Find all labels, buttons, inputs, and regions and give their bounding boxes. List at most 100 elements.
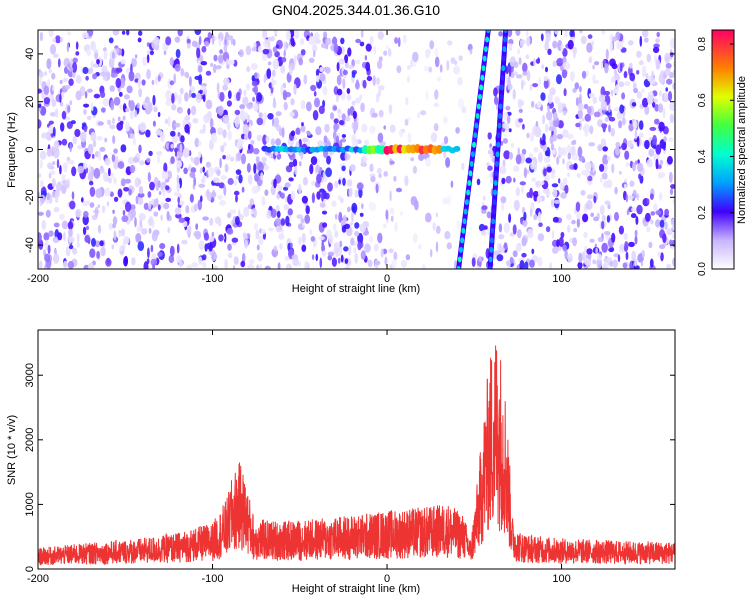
spectrogram-cell: [503, 150, 511, 160]
spectrogram-cell: [524, 261, 529, 269]
spectrogram-cell: [359, 223, 366, 233]
spectrogram-cell: [230, 156, 235, 162]
spectrogram-cell: [284, 182, 291, 188]
spectrogram-cell: [653, 203, 658, 212]
spectrogram-cell: [655, 210, 662, 216]
spectrogram-cell: [183, 167, 188, 175]
spectrogram-cell: [65, 246, 71, 257]
spectrogram-cell: [497, 243, 500, 251]
spectrogram-cell: [254, 72, 258, 78]
spectrogram-cell: [261, 196, 266, 206]
spectrogram-cell: [134, 54, 138, 59]
spectrogram-cell: [226, 228, 234, 235]
spectrogram-cell: [247, 174, 253, 185]
spectrogram-cell: [150, 244, 154, 253]
spectrogram-cell: [619, 244, 625, 251]
spectrogram-cell: [157, 155, 160, 164]
spectrogram-cell: [267, 113, 274, 120]
spectrogram-cell: [227, 243, 232, 251]
spectrogram-cell: [145, 129, 151, 138]
spectrogram-cell: [218, 38, 222, 47]
spectrogram-cell: [560, 192, 567, 199]
spectrogram-cell: [179, 200, 185, 206]
spectrogram-cell: [277, 184, 283, 192]
spectrogram-cell: [194, 30, 202, 36]
spectrogram-cell: [355, 79, 359, 89]
spectrogram-cell: [218, 182, 225, 189]
spectrogram-cell: [153, 176, 159, 188]
spectrogram-cell: [328, 234, 334, 245]
spectrogram-cell: [501, 202, 504, 212]
spectrogram-cell: [552, 188, 558, 198]
spectrogram-cell: [338, 119, 345, 126]
spectrogram-cell: [160, 201, 164, 209]
spectrogram-cell: [188, 76, 192, 87]
spectrogram-cell: [235, 169, 242, 175]
spectrogram-cell: [322, 222, 328, 228]
spectrogram-cell: [69, 100, 73, 106]
spectrogram-cell: [310, 156, 318, 166]
spectrogram-cell: [174, 207, 182, 215]
spectrogram-cell: [585, 200, 593, 210]
spectrogram-cell: [148, 227, 152, 234]
spectrogram-cell: [615, 146, 620, 156]
spectrogram-cell: [49, 44, 57, 55]
spectrogram-cell: [360, 102, 365, 113]
spectrogram-cell: [458, 55, 463, 61]
diagonal-line-cell: [502, 46, 507, 53]
spectrogram-cell: [372, 75, 376, 87]
diagonal-line-cell: [462, 218, 467, 225]
spectrogram-cell: [191, 40, 198, 47]
spectrogram-cell: [624, 81, 631, 87]
spectrogram-x-ticks: -200 -100 0 100: [27, 30, 571, 285]
spectrogram-cell: [522, 206, 525, 214]
spectrogram-cell: [540, 139, 546, 146]
diagonal-line-cell: [482, 55, 487, 62]
spectrogram-cell: [489, 149, 494, 159]
spectrogram-cell: [525, 157, 532, 164]
spectrogram-cell: [584, 161, 592, 171]
spectrogram-cell: [666, 263, 672, 269]
spectrogram-cell: [222, 129, 227, 139]
spectrogram-cell: [338, 58, 345, 65]
spectrogram-cell: [498, 223, 503, 233]
spectrogram-cell: [293, 55, 297, 66]
spectrogram-cell: [608, 124, 611, 133]
spectrogram-cell: [197, 65, 203, 73]
spectrogram-cell: [355, 38, 361, 44]
spectrogram-cell: [55, 35, 61, 40]
spectrogram-cell: [325, 37, 332, 46]
spectrogram-cell: [192, 118, 199, 124]
spectrogram-cell: [531, 100, 535, 108]
spectrogram-cell: [167, 115, 171, 127]
spectrogram-cell: [225, 154, 231, 161]
spectrogram-cell: [334, 243, 338, 249]
spectrogram-cell: [87, 262, 94, 269]
spectrogram-cell: [153, 211, 159, 217]
spectrogram-cell: [442, 197, 448, 204]
spectrogram-cell: [383, 125, 387, 130]
spectrogram-cell: [99, 167, 105, 174]
spectrogram-cell: [361, 203, 364, 210]
spectrogram-cell: [389, 207, 395, 215]
diagonal-line-cell: [490, 227, 495, 234]
spectrogram-cell: [604, 63, 609, 74]
spectrogram-cell: [576, 211, 581, 220]
spectrogram-cell: [387, 48, 392, 57]
spectrogram-cell: [659, 192, 663, 201]
diagonal-line-cell: [491, 208, 496, 215]
snr-frame: [37, 329, 676, 570]
spectrogram-cell: [309, 163, 314, 175]
spectrogram-cell: [570, 71, 575, 82]
diagonal-line-cell: [477, 93, 482, 100]
spectrogram-cell: [613, 73, 620, 83]
spectrogram-cell: [227, 177, 234, 186]
spectrogram-cell: [129, 108, 134, 120]
spectrogram-cell: [357, 241, 362, 251]
spectrogram-cell: [457, 76, 463, 86]
spectrogram-cell: [141, 79, 146, 86]
spectrogram-cell: [216, 169, 221, 176]
spectrogram-cell: [601, 242, 608, 253]
spectrogram-cell: [548, 126, 555, 132]
spectrogram-cell: [655, 144, 662, 155]
